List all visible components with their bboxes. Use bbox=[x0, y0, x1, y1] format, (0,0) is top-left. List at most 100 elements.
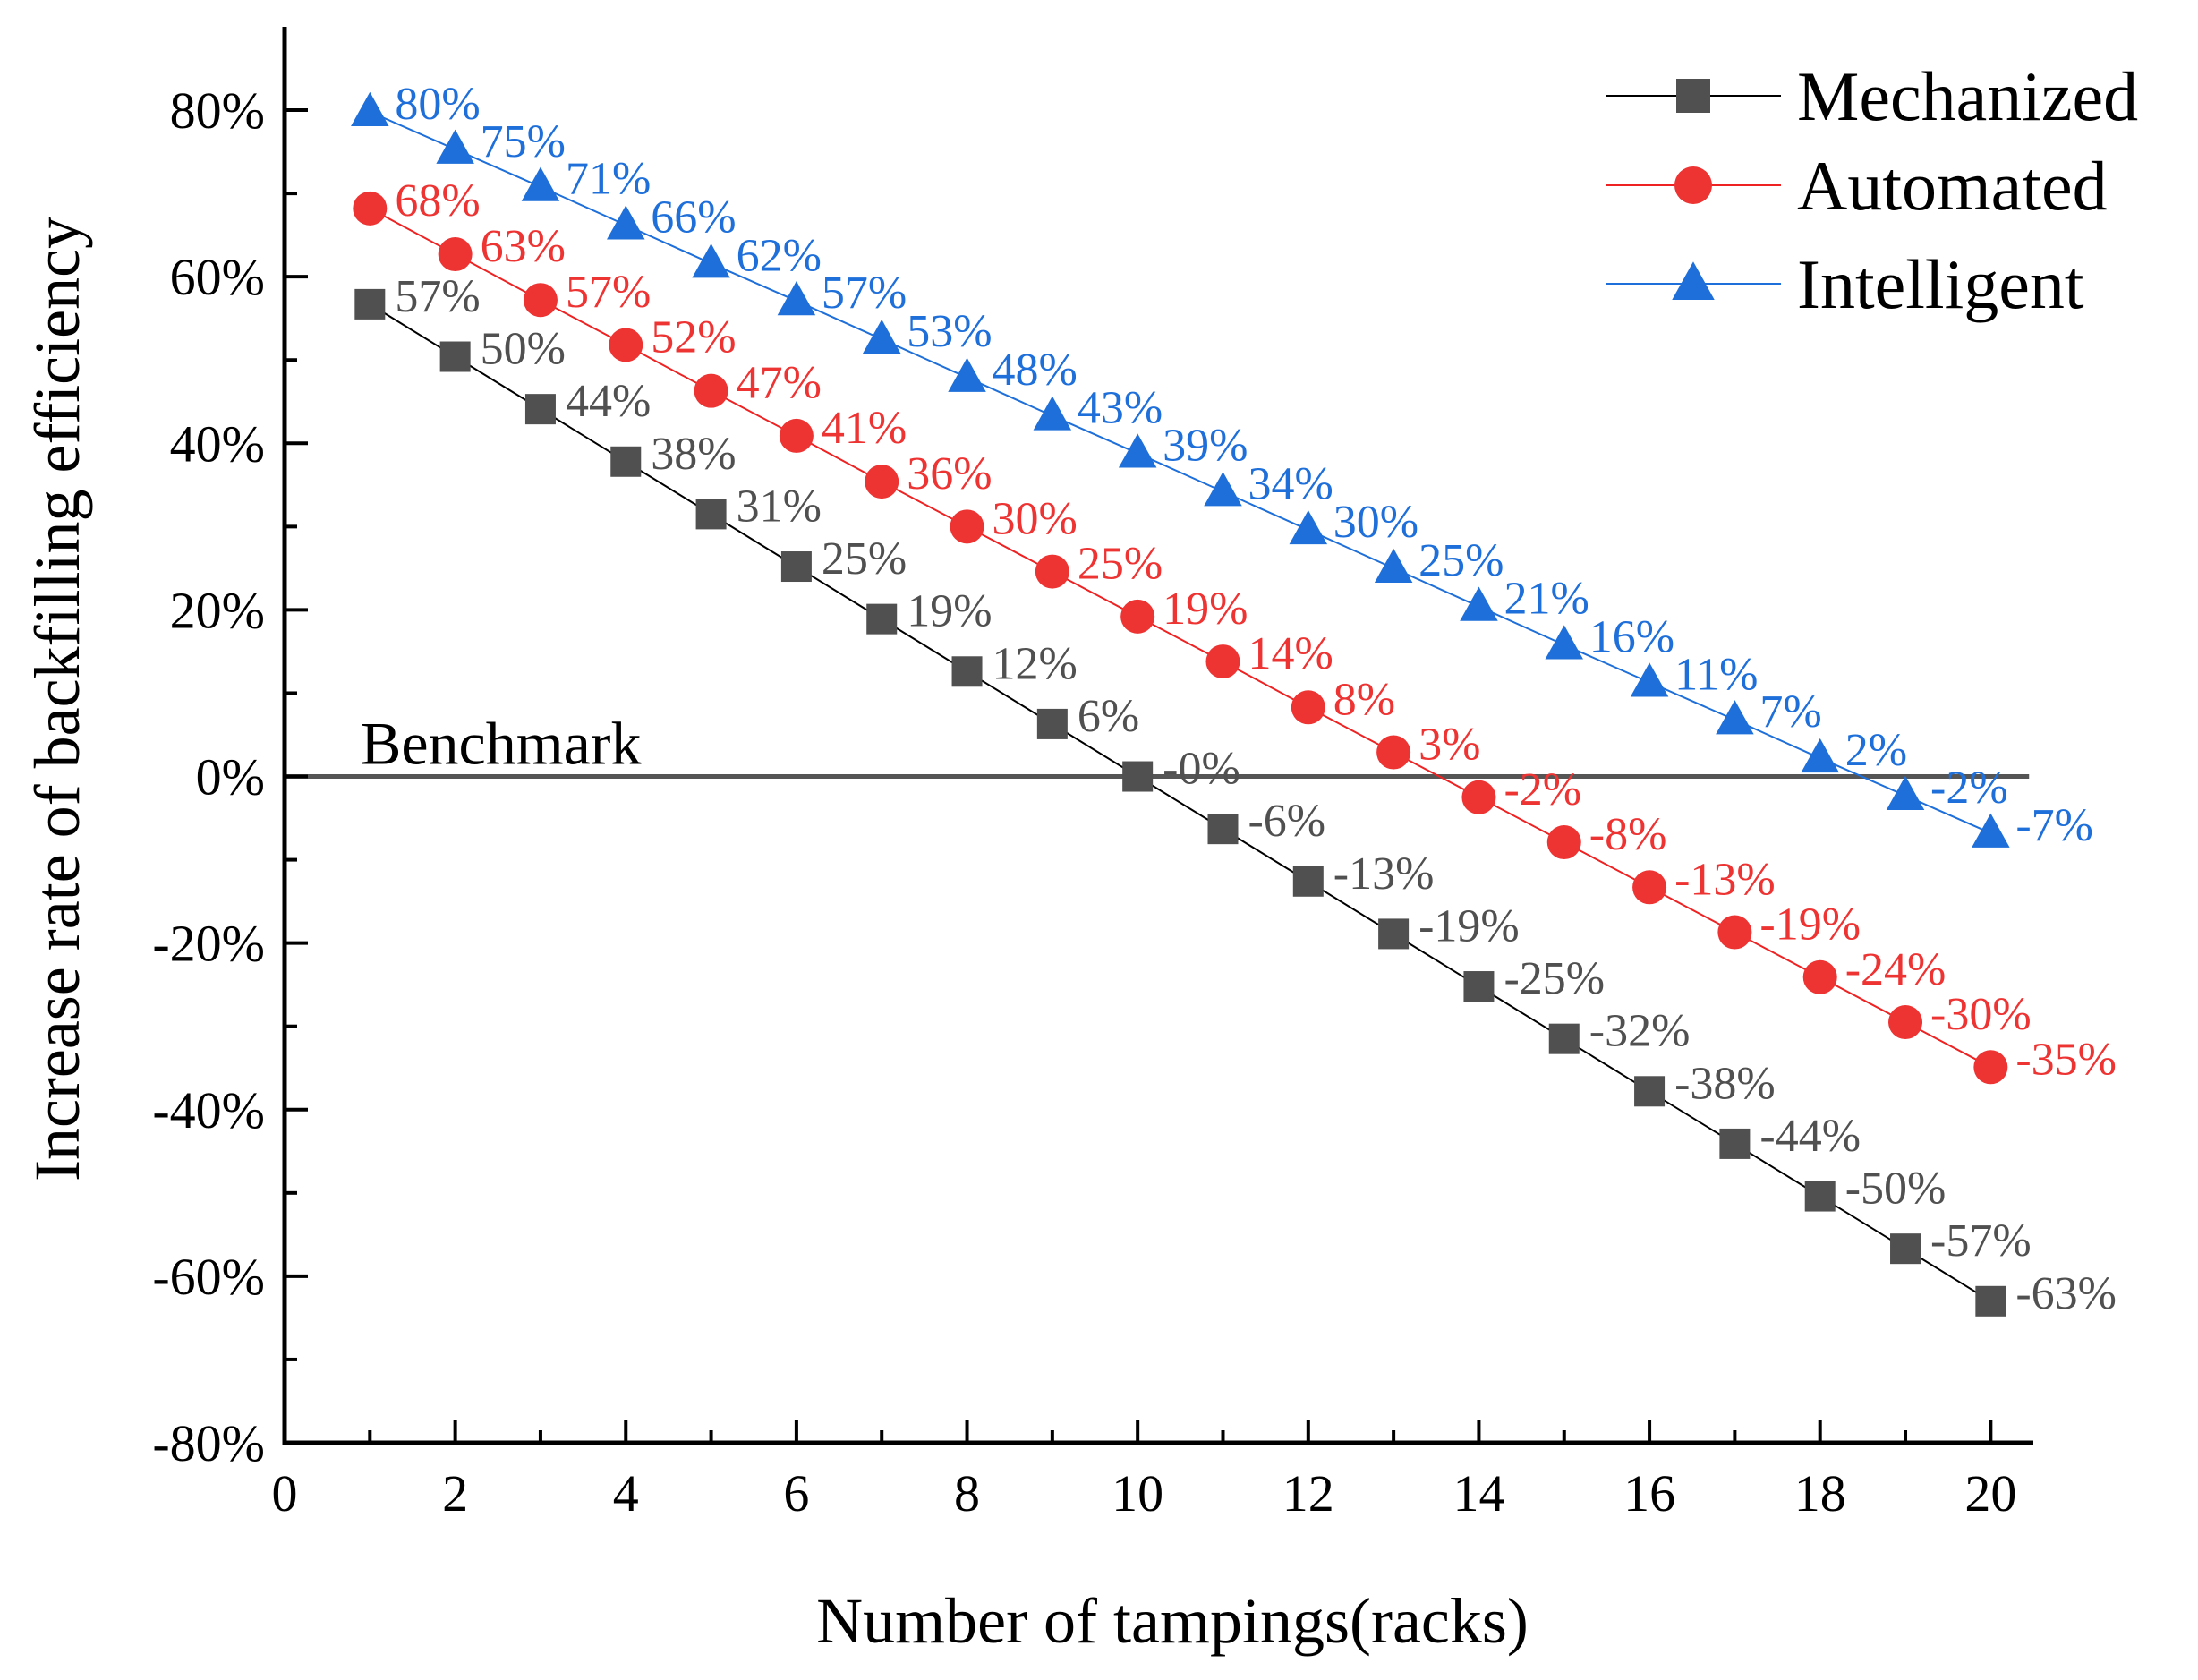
x-tick-label: 8 bbox=[954, 1464, 980, 1522]
x-tick-label: 0 bbox=[272, 1464, 298, 1522]
data-point-mechanized bbox=[1975, 1285, 2006, 1317]
data-label-automated: 14% bbox=[1248, 628, 1333, 679]
data-label-intelligent: 53% bbox=[907, 306, 992, 357]
legend-marker-shape bbox=[1676, 79, 1710, 113]
data-label-automated: -13% bbox=[1674, 854, 1776, 905]
data-point-mechanized bbox=[1548, 1023, 1580, 1054]
data-label-mechanized: -50% bbox=[1845, 1164, 1947, 1215]
data-label-intelligent: 25% bbox=[1418, 535, 1504, 586]
data-label-automated: -2% bbox=[1504, 764, 1581, 815]
data-point-intelligent bbox=[1374, 548, 1413, 583]
data-label-intelligent: 39% bbox=[1163, 420, 1248, 471]
data-point-automated bbox=[1291, 690, 1325, 725]
data-point-intelligent bbox=[521, 166, 560, 201]
data-point-automated bbox=[438, 237, 473, 272]
data-label-mechanized: -38% bbox=[1674, 1058, 1776, 1109]
data-point-mechanized bbox=[780, 551, 812, 583]
data-label-mechanized: 12% bbox=[993, 638, 1078, 689]
data-label-intelligent: 7% bbox=[1759, 686, 1821, 738]
data-point-mechanized bbox=[524, 394, 556, 425]
y-tick-label: -20% bbox=[152, 915, 265, 973]
data-point-mechanized bbox=[1378, 918, 1410, 950]
data-label-intelligent: 66% bbox=[651, 192, 736, 243]
data-point-automated bbox=[1802, 959, 1837, 994]
data-label-mechanized: -57% bbox=[1930, 1215, 2032, 1266]
data-point-automated bbox=[1120, 599, 1155, 634]
data-label-mechanized: -32% bbox=[1589, 1006, 1691, 1057]
data-point-automated bbox=[1376, 735, 1411, 770]
data-label-intelligent: 43% bbox=[1078, 383, 1163, 434]
x-tick-label: 16 bbox=[1623, 1464, 1675, 1522]
data-label-intelligent: 21% bbox=[1504, 574, 1589, 625]
data-label-intelligent: -2% bbox=[1930, 763, 2008, 814]
data-label-automated: -35% bbox=[2015, 1034, 2117, 1085]
data-point-mechanized bbox=[1292, 866, 1324, 897]
data-point-mechanized bbox=[866, 603, 898, 635]
data-point-automated bbox=[353, 191, 388, 226]
y-tick-label: -80% bbox=[152, 1414, 265, 1472]
data-label-intelligent: 48% bbox=[993, 345, 1078, 396]
series-layer bbox=[351, 91, 2010, 1317]
y-tick-label: 60% bbox=[170, 248, 265, 306]
data-point-automated bbox=[523, 283, 558, 318]
data-label-intelligent: 16% bbox=[1589, 611, 1674, 662]
data-point-intelligent bbox=[1460, 586, 1498, 621]
x-tick-label: 4 bbox=[613, 1464, 639, 1522]
data-label-automated: 3% bbox=[1418, 720, 1480, 771]
benchmark-label: Benchmark bbox=[361, 710, 641, 778]
legend-marker-shape bbox=[1672, 261, 1715, 300]
legend-marker-shape bbox=[1674, 166, 1712, 204]
legend: Mechanized Automated Intelligent bbox=[1606, 57, 2138, 323]
data-label-mechanized: -63% bbox=[2015, 1268, 2117, 1319]
legend-label-intelligent: Intelligent bbox=[1797, 245, 2084, 323]
data-point-mechanized bbox=[695, 499, 727, 530]
y-tick-label: 0% bbox=[196, 748, 265, 806]
legend-marker-automated bbox=[1674, 166, 1712, 204]
data-point-mechanized bbox=[1890, 1233, 1921, 1265]
data-label-intelligent: 80% bbox=[395, 79, 480, 130]
data-point-automated bbox=[779, 418, 814, 453]
data-point-mechanized bbox=[439, 341, 471, 372]
data-point-intelligent bbox=[1118, 433, 1157, 468]
y-tick-label: 80% bbox=[170, 81, 265, 140]
data-point-intelligent bbox=[436, 129, 474, 164]
data-point-automated bbox=[1035, 554, 1069, 589]
data-point-mechanized bbox=[1122, 761, 1154, 792]
data-label-mechanized: -19% bbox=[1418, 900, 1520, 951]
data-point-automated bbox=[1888, 1005, 1923, 1040]
y-tick-label: 20% bbox=[170, 581, 265, 639]
data-point-automated bbox=[1461, 780, 1496, 814]
data-label-mechanized: 6% bbox=[1078, 691, 1139, 742]
legend-item-mechanized: Mechanized bbox=[1606, 57, 2138, 135]
x-tick-label: 14 bbox=[1453, 1464, 1504, 1522]
data-label-mechanized: 31% bbox=[737, 481, 822, 532]
data-label-mechanized: 44% bbox=[566, 376, 651, 427]
data-label-mechanized: 50% bbox=[481, 324, 566, 375]
data-point-mechanized bbox=[1804, 1181, 1836, 1212]
data-label-intelligent: 71% bbox=[566, 154, 651, 205]
data-label-automated: 8% bbox=[1333, 674, 1395, 725]
data-point-intelligent bbox=[1801, 738, 1839, 773]
data-label-automated: 41% bbox=[822, 403, 907, 454]
legend-label-automated: Automated bbox=[1797, 147, 2108, 225]
y-tick-label: -40% bbox=[152, 1081, 265, 1139]
data-label-automated: 19% bbox=[1163, 584, 1248, 635]
data-point-intelligent bbox=[607, 205, 645, 240]
data-label-automated: 57% bbox=[566, 267, 651, 318]
data-label-automated: -8% bbox=[1589, 809, 1667, 860]
data-point-automated bbox=[694, 373, 728, 408]
data-point-intelligent bbox=[1289, 509, 1328, 545]
data-point-intelligent bbox=[1630, 662, 1669, 697]
data-label-mechanized: -25% bbox=[1504, 953, 1605, 1004]
data-point-automated bbox=[950, 509, 984, 544]
data-point-automated bbox=[1632, 870, 1667, 905]
x-tick-label: 2 bbox=[442, 1464, 468, 1522]
data-label-intelligent: 57% bbox=[822, 268, 907, 319]
legend-item-intelligent: Intelligent bbox=[1606, 245, 2084, 323]
y-tick-label: 40% bbox=[170, 414, 265, 473]
data-point-intelligent bbox=[351, 91, 389, 126]
data-label-intelligent: 30% bbox=[1333, 497, 1418, 548]
data-point-automated bbox=[1546, 825, 1581, 860]
data-point-intelligent bbox=[1972, 813, 2010, 848]
